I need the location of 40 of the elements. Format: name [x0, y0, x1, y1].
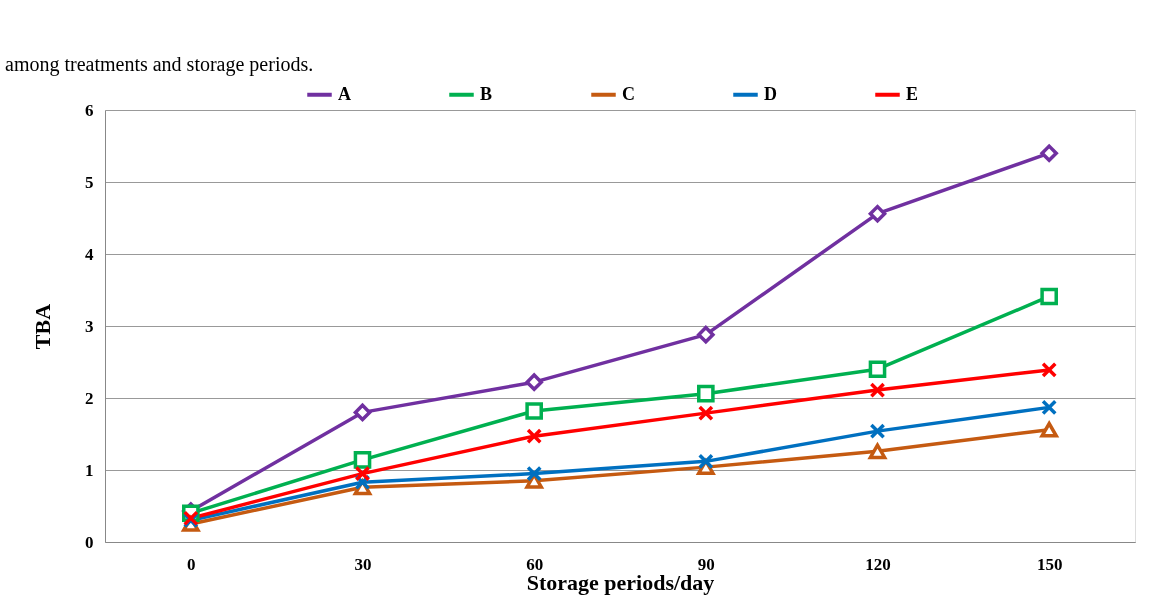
point: [697, 325, 715, 344]
point: [697, 405, 714, 421]
point: [1041, 362, 1058, 378]
y-tick-label: 3: [85, 316, 94, 336]
y-axis-title: TBA: [30, 303, 55, 350]
x-tick-label: 0: [187, 554, 196, 574]
x-tick-label: 120: [865, 554, 891, 574]
point: [354, 465, 371, 482]
y-tick-label: 1: [85, 460, 94, 480]
point: [1041, 399, 1058, 416]
x-tick-label: 30: [354, 554, 372, 574]
point: [525, 373, 543, 391]
point: [1040, 421, 1058, 438]
point: [869, 382, 886, 398]
legend-label: B: [480, 83, 493, 104]
legend-label: A: [338, 83, 351, 104]
x-tick-label: 150: [1036, 554, 1063, 574]
point: [697, 384, 715, 403]
point: [526, 465, 543, 482]
point: [354, 474, 371, 491]
point: [868, 443, 887, 460]
point: [353, 403, 372, 422]
legend-label: C: [622, 83, 635, 104]
legend-label: D: [764, 83, 777, 104]
y-tick-label: 0: [85, 532, 94, 552]
point: [868, 204, 887, 223]
legend-label: E: [906, 83, 919, 104]
y-tick-label: 4: [85, 244, 94, 264]
point: [1040, 144, 1058, 163]
y-tick-label: 6: [85, 100, 94, 120]
y-tick-label: 2: [85, 388, 94, 408]
point: [697, 453, 714, 470]
point: [869, 423, 886, 439]
point: [353, 451, 372, 469]
point: [1040, 287, 1058, 306]
text: among treatments and storage periods.: [5, 53, 314, 76]
point: [525, 402, 543, 420]
y-tick-label: 5: [85, 172, 94, 192]
point: [868, 360, 887, 379]
point: [526, 428, 543, 445]
